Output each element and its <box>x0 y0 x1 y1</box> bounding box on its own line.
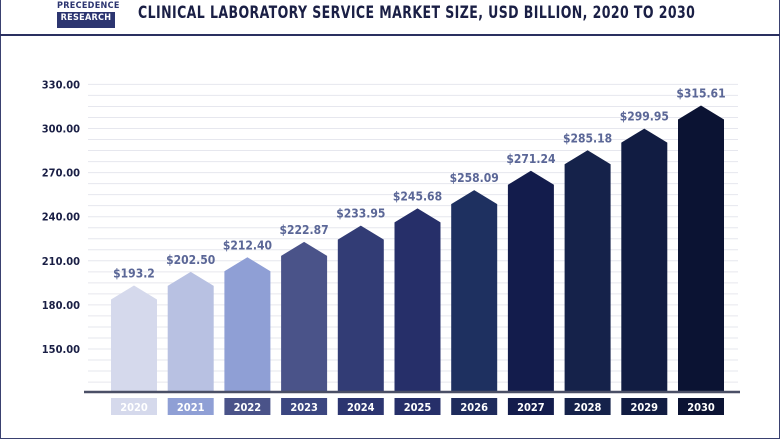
x-label-box <box>337 398 384 415</box>
x-label-box <box>111 398 157 415</box>
x-label-box <box>507 398 554 415</box>
y-tick-label: 240.00 <box>42 211 80 224</box>
bar-2028 <box>564 150 611 391</box>
logo: PRECEDENCE RESEARCH <box>57 0 120 28</box>
y-tick-label: 210.00 <box>42 255 80 268</box>
x-label-box <box>451 398 498 415</box>
data-label: $258.09 <box>450 171 499 185</box>
bar-2027 <box>507 170 554 391</box>
data-label: $193.2 <box>113 266 155 280</box>
x-tick-label: 2022 <box>234 401 262 414</box>
x-label-box <box>281 398 328 415</box>
x-tick-label: 2026 <box>460 401 488 414</box>
bar-2022 <box>224 257 271 391</box>
bar-2020 <box>111 285 157 391</box>
x-tick-label: 2023 <box>290 401 318 414</box>
x-tick-label: 2020 <box>120 401 148 414</box>
bar-2025 <box>394 208 441 391</box>
x-tick-label: 2021 <box>177 401 205 414</box>
data-label: $233.95 <box>336 207 385 221</box>
y-tick-label: 180.00 <box>42 299 80 312</box>
x-label-box <box>564 398 611 415</box>
data-label: $222.87 <box>280 223 329 237</box>
bar-2024 <box>337 225 384 391</box>
x-label-box <box>167 398 214 415</box>
x-label-box <box>621 398 668 415</box>
data-label: $315.61 <box>676 87 725 101</box>
bar-2030 <box>678 105 724 392</box>
bar-2023 <box>281 241 328 391</box>
data-label: $202.50 <box>166 253 215 267</box>
y-tick-label: 300.00 <box>42 123 80 136</box>
x-tick-label: 2029 <box>631 401 659 414</box>
x-label-box <box>224 398 271 415</box>
data-label: $299.95 <box>620 110 669 124</box>
y-tick-label: 150.00 <box>42 343 80 356</box>
x-tick-label: 2027 <box>517 401 545 414</box>
bar-2029 <box>621 128 668 392</box>
logo-line1: PRECEDENCE <box>57 0 120 12</box>
y-tick-label: 270.00 <box>42 167 80 180</box>
x-tick-label: 2028 <box>574 401 602 414</box>
bar-2026 <box>451 190 498 391</box>
logo-line2: RESEARCH <box>60 13 112 23</box>
data-label: $212.40 <box>223 238 272 252</box>
data-label: $245.68 <box>393 189 442 203</box>
x-tick-label: 2025 <box>404 401 432 414</box>
data-label: $285.18 <box>563 131 612 145</box>
header: PRECEDENCE RESEARCH CLINICAL LABORATORY … <box>0 0 780 36</box>
x-tick-label: 2024 <box>347 401 375 414</box>
data-label: $271.24 <box>506 152 556 166</box>
y-tick-label: 330.00 <box>42 78 80 91</box>
x-label-box <box>678 398 724 415</box>
x-tick-label: 2030 <box>687 401 715 414</box>
x-label-box <box>394 398 441 415</box>
bar-2021 <box>167 271 214 391</box>
chart-title: CLINICAL LABORATORY SERVICE MARKET SIZE,… <box>138 3 696 23</box>
